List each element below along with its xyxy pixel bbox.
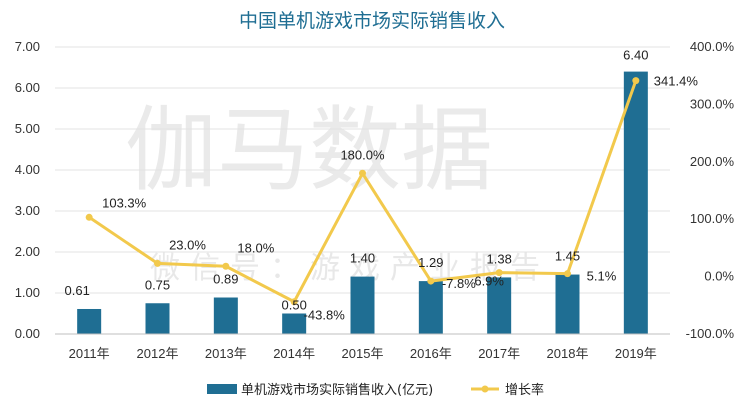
bar-value-label: 0.75 bbox=[145, 277, 170, 292]
growth-label: -43.8% bbox=[304, 308, 346, 323]
data-labels: 0.61 0.75 0.89 0.50 1.40 1.29 1.38 1.45 6.40 103.… bbox=[65, 48, 699, 323]
bar-value-label: 6.40 bbox=[623, 48, 648, 63]
bar-value-label: 0.89 bbox=[213, 272, 238, 287]
y-left-tick-label: 5.00 bbox=[15, 121, 40, 136]
line-point bbox=[85, 213, 93, 221]
line-point bbox=[222, 262, 230, 270]
bar bbox=[77, 308, 102, 334]
y-left-tick-label: 4.00 bbox=[15, 162, 40, 177]
y-right-tick-label: 200.0% bbox=[690, 154, 735, 169]
line-point bbox=[564, 270, 571, 278]
bar bbox=[623, 71, 648, 334]
watermark-main: 伽马数据 bbox=[125, 97, 493, 204]
growth-label: 341.4% bbox=[654, 74, 699, 89]
growth-label: 180.0% bbox=[340, 147, 385, 162]
watermark-sub: 微信号：游戏产业报告 bbox=[150, 251, 550, 286]
x-tick-label: 2011年 bbox=[69, 346, 110, 361]
bar-value-label: 0.50 bbox=[282, 298, 307, 313]
bar bbox=[350, 276, 375, 334]
bar bbox=[282, 313, 307, 334]
y-left-tick-label: 7.00 bbox=[15, 39, 40, 54]
growth-label: 103.3% bbox=[102, 195, 147, 210]
watermark: 伽马数据 微信号：游戏产业报告 bbox=[125, 97, 550, 286]
legend-label-line: 增长率 bbox=[505, 382, 544, 398]
y-left-tick-label: 3.00 bbox=[15, 203, 40, 218]
line-point bbox=[359, 169, 366, 177]
bar-value-label: 1.40 bbox=[350, 251, 375, 266]
x-tick-label: 2012年 bbox=[137, 346, 179, 361]
line-series bbox=[85, 77, 640, 306]
growth-label: 23.0% bbox=[169, 237, 206, 252]
y-left-tick-label: 2.00 bbox=[15, 244, 40, 259]
x-tick-label: 2019年 bbox=[615, 346, 657, 361]
axes: 0.00 1.00 2.00 3.00 4.00 5.00 6.00 7.00 -100.0% 0… bbox=[15, 39, 735, 361]
bar bbox=[213, 297, 238, 334]
x-tick-label: 2016年 bbox=[410, 346, 452, 361]
y-left-tick-label: 0.00 bbox=[15, 326, 40, 341]
bar bbox=[418, 281, 443, 334]
y-right-tick-label: 0.0% bbox=[704, 269, 734, 284]
bar bbox=[487, 277, 512, 334]
legend-label-bar: 单机游戏市场实际销售收入(亿元) bbox=[241, 382, 433, 398]
growth-label: 6.9% bbox=[474, 274, 504, 289]
y-left-tick-label: 1.00 bbox=[15, 285, 40, 300]
y-right-tick-label: 400.0% bbox=[690, 39, 735, 54]
line-point bbox=[495, 269, 503, 277]
bar-value-label: 1.45 bbox=[555, 249, 580, 264]
line-point bbox=[154, 259, 161, 267]
legend: 单机游戏市场实际销售收入(亿元) 增长率 bbox=[207, 382, 544, 398]
growth-label: 5.1% bbox=[587, 269, 617, 284]
line-point bbox=[632, 77, 640, 85]
bar-value-label: 1.38 bbox=[487, 251, 512, 266]
x-tick-label: 2015年 bbox=[342, 346, 384, 361]
line-point bbox=[427, 277, 435, 285]
x-tick-label: 2013年 bbox=[205, 346, 247, 361]
bar bbox=[555, 274, 580, 334]
growth-label: 18.0% bbox=[237, 240, 274, 255]
x-tick-label: 2018年 bbox=[547, 346, 589, 361]
legend-swatch-marker bbox=[481, 385, 489, 393]
y-right-tick-label: 100.0% bbox=[690, 211, 735, 226]
growth-label: -7.8% bbox=[442, 276, 476, 291]
bar-value-label: 0.61 bbox=[65, 283, 90, 298]
y-right-tick-label: -100.0% bbox=[686, 326, 735, 341]
legend-swatch-bar bbox=[207, 384, 237, 394]
grid bbox=[55, 46, 670, 335]
y-right-tick-label: 300.0% bbox=[690, 96, 735, 111]
x-tick-label: 2014年 bbox=[273, 346, 315, 361]
bar-series bbox=[77, 71, 648, 334]
line-point bbox=[290, 298, 298, 306]
bar-value-label: 1.29 bbox=[418, 255, 443, 270]
x-tick-label: 2017年 bbox=[478, 346, 520, 361]
bar bbox=[145, 303, 170, 334]
y-left-tick-label: 6.00 bbox=[15, 80, 40, 95]
chart-title: 中国单机游戏市场实际销售收入 bbox=[239, 10, 505, 32]
